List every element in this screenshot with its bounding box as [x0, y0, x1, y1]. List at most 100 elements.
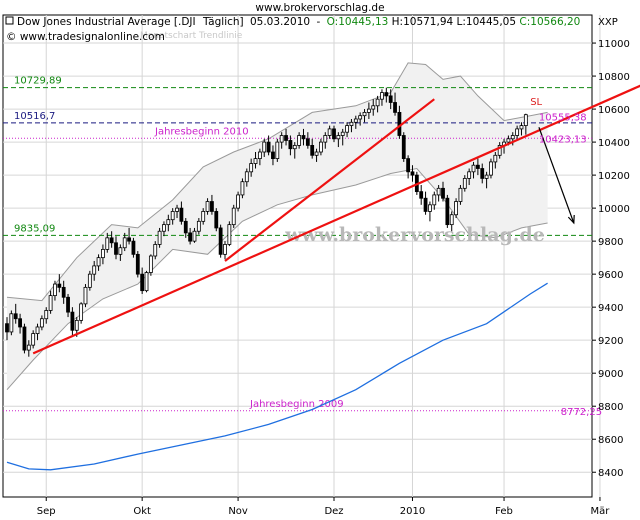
- trendline: [32, 84, 640, 355]
- candle-body: [13, 313, 18, 320]
- candle-body: [218, 227, 223, 255]
- candle-body: [231, 207, 236, 226]
- trendlines-layer: [32, 84, 640, 355]
- candle-body: [48, 295, 53, 311]
- candle-body: [227, 224, 232, 245]
- candle-body: [96, 257, 101, 267]
- candle-body: [428, 204, 432, 212]
- candle-body: [292, 145, 297, 150]
- candle-body: [236, 194, 240, 209]
- candle-body: [266, 141, 271, 153]
- y-tick-label: 10800: [598, 72, 630, 83]
- candle-body: [436, 187, 441, 196]
- candle-body: [489, 161, 493, 176]
- candle-body: [9, 313, 14, 333]
- title-open: O:10445,13: [327, 16, 389, 28]
- candle-body: [74, 319, 79, 331]
- candle-body: [162, 224, 166, 232]
- candle-body: [183, 220, 188, 234]
- level-label: 9835,09: [14, 223, 55, 234]
- candle-body: [288, 140, 293, 150]
- candle-body: [462, 178, 467, 189]
- candle-body: [122, 237, 127, 249]
- candle-body: [22, 326, 27, 351]
- candle-body: [127, 237, 131, 242]
- candle-body: [118, 247, 123, 255]
- candle-body: [223, 244, 227, 255]
- candle-body: [31, 333, 36, 346]
- candle-body: [410, 171, 415, 176]
- candle-body: [445, 197, 450, 226]
- title-high: H:10571,94: [392, 16, 454, 28]
- annotation-label: SL: [530, 97, 542, 108]
- candle-body: [314, 151, 319, 156]
- title-bar: Dow Jones Industrial Average [.DJI Tägli…: [5, 16, 618, 43]
- annotation-label: 10555,38: [539, 112, 587, 123]
- candle-body: [423, 197, 428, 212]
- candle-body: [380, 92, 384, 100]
- y-axis-label: XXP: [598, 17, 618, 28]
- candle-body: [249, 163, 254, 173]
- candle-body: [510, 135, 515, 140]
- moving-average-line: [6, 282, 548, 471]
- candle-body: [371, 105, 376, 110]
- candle-body: [87, 273, 92, 288]
- annotation-label: 10423,13: [539, 134, 587, 145]
- candle-body: [366, 108, 371, 113]
- axes-layer: 8400 8600 8800 9000 9200 9400 9600 9800 10000 102…: [37, 39, 630, 517]
- candle-body: [284, 135, 288, 141]
- candle-body: [506, 138, 511, 143]
- candle-body: [480, 168, 485, 179]
- copyright-text: © www.tradesignalonline.com: [6, 31, 165, 43]
- candle-body: [484, 174, 489, 179]
- x-tick-label: Nov: [228, 506, 248, 517]
- y-tick-label: 10000: [598, 204, 630, 215]
- y-tick-label: 8600: [598, 435, 623, 446]
- forecast-arrow-head: [567, 214, 575, 225]
- moving-average-layer: [6, 282, 548, 471]
- candle-body: [262, 141, 267, 153]
- candle-body: [144, 272, 149, 292]
- y-tick-label: 11000: [598, 39, 630, 50]
- candle-body: [179, 207, 184, 222]
- candle-body: [279, 135, 284, 143]
- candle-body: [201, 211, 206, 222]
- candle-body: [523, 114, 528, 126]
- title-interval: Täglich]: [202, 16, 244, 28]
- candle-body: [240, 181, 245, 196]
- candle-body: [515, 128, 520, 136]
- x-tick-label: Mär: [591, 506, 611, 517]
- candle-body: [192, 230, 197, 242]
- candle-body: [493, 154, 498, 163]
- y-tick-label: 9200: [598, 336, 623, 347]
- candle-body: [105, 237, 110, 250]
- candle-body: [497, 145, 502, 156]
- candle-body: [327, 128, 332, 136]
- title-date: 05.03.2010: [250, 16, 310, 28]
- candle-body: [44, 310, 49, 320]
- candle-body: [388, 95, 393, 103]
- bollinger-fill: [7, 62, 548, 390]
- candle-body: [196, 220, 201, 232]
- title-separator: -: [316, 16, 320, 28]
- candle-body: [39, 318, 44, 328]
- trendline-note: Monatschart Trendlinie: [140, 31, 243, 41]
- level-label: 10729,89: [14, 76, 62, 87]
- candle-body: [53, 283, 57, 297]
- candle-body: [18, 318, 22, 328]
- y-tick-label: 10600: [598, 105, 630, 116]
- candle-body: [83, 286, 88, 305]
- candle-body: [458, 187, 463, 202]
- x-tick-label: Feb: [495, 506, 513, 517]
- candle-body: [375, 98, 380, 107]
- x-tick-label: 2010: [400, 506, 425, 517]
- candle-body: [148, 255, 153, 273]
- y-tick-label: 9400: [598, 303, 623, 314]
- candle-body: [57, 283, 62, 288]
- candle-body: [175, 207, 179, 212]
- candle-body: [393, 102, 397, 113]
- y-tick-label: 9600: [598, 270, 623, 281]
- candle-body: [305, 138, 310, 146]
- candle-body: [467, 171, 472, 179]
